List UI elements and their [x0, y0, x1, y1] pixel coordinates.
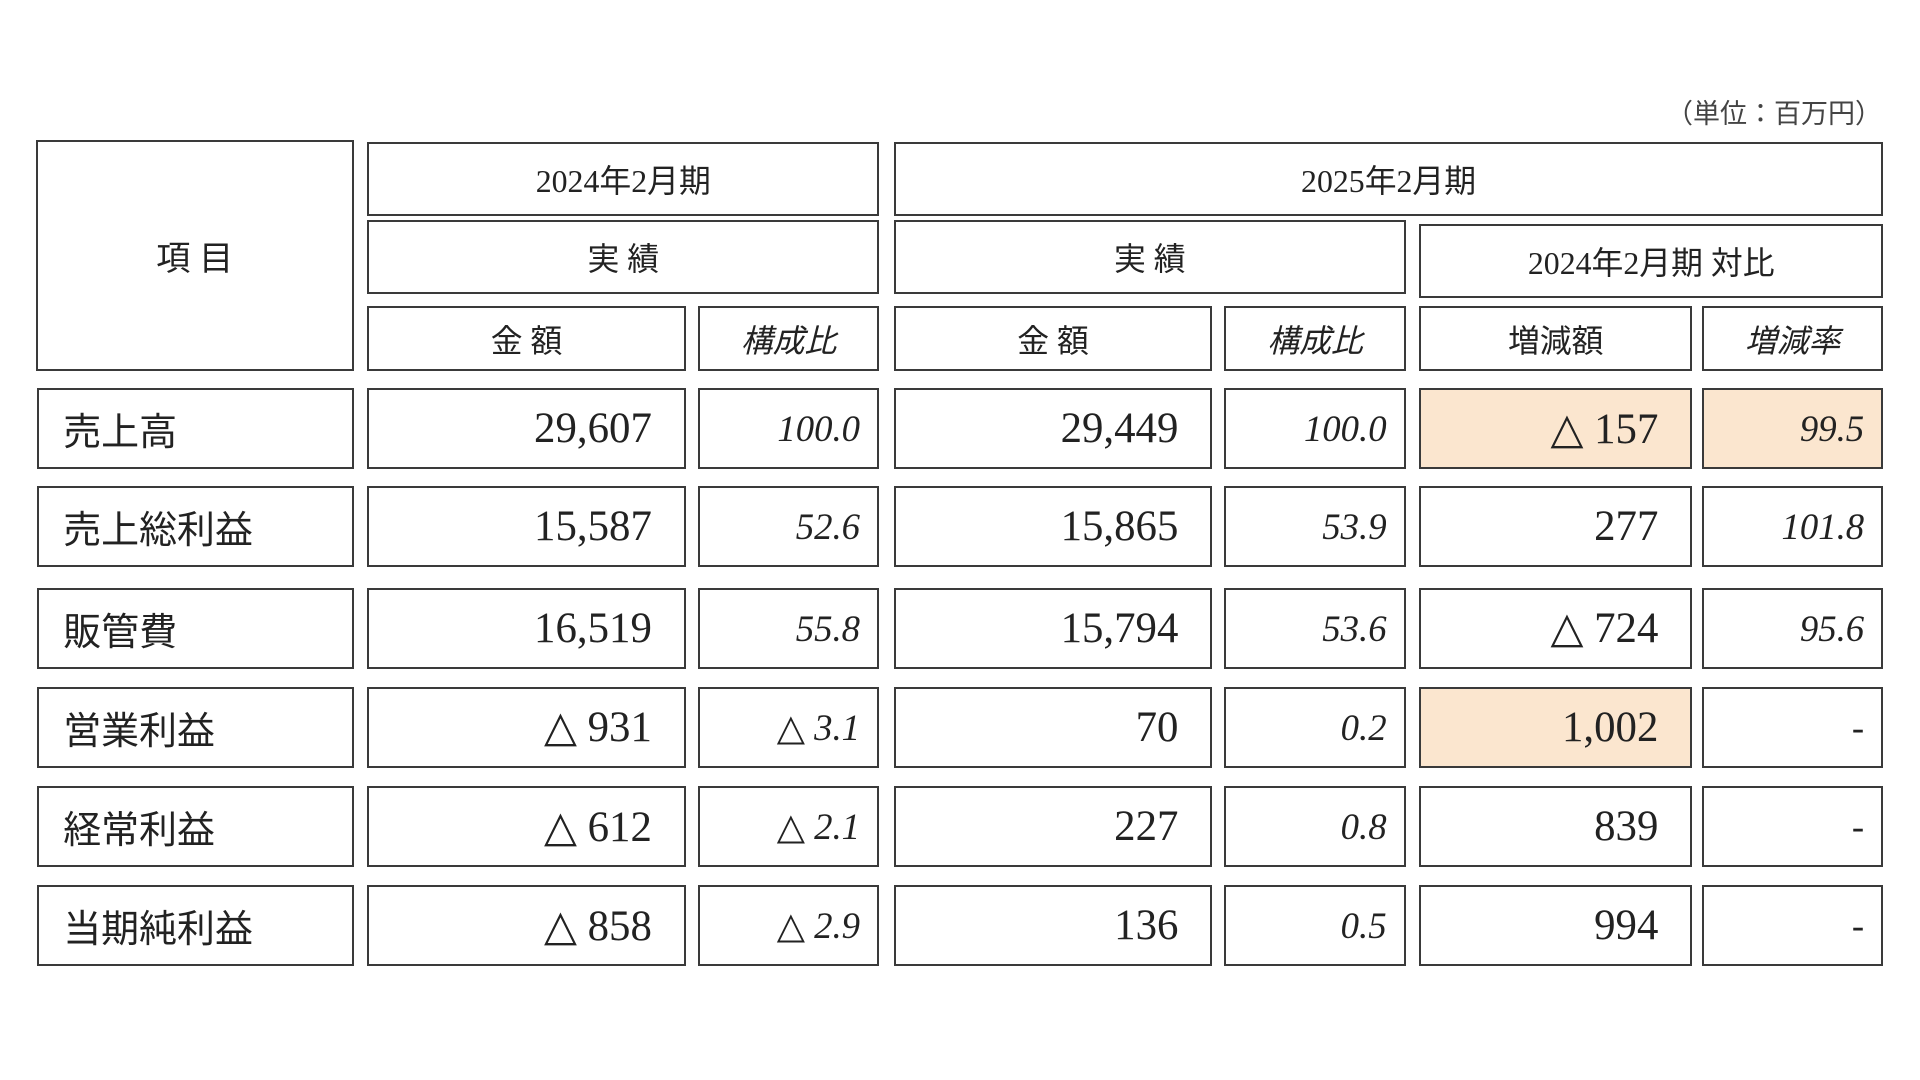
- column-header: 金 額: [367, 306, 686, 371]
- value-cell: 277: [1419, 486, 1693, 567]
- value-cell: 0.5: [1224, 885, 1406, 967]
- value-cell: △ 931: [367, 686, 686, 768]
- value-cell: -: [1702, 786, 1884, 867]
- row-label: 販管費: [36, 587, 354, 669]
- value-cell: 994: [1419, 885, 1693, 967]
- value-cell: 29,449: [893, 388, 1213, 469]
- row-label: 営業利益: [36, 686, 354, 768]
- value-cell: 16,519: [367, 587, 686, 669]
- value-cell: 70: [893, 686, 1213, 768]
- column-header: 増減率: [1702, 306, 1884, 371]
- row-label: 当期純利益: [36, 885, 354, 967]
- value-cell: -: [1702, 885, 1884, 967]
- column-header: 構成比: [697, 306, 880, 371]
- column-header: 構成比: [1224, 306, 1406, 371]
- column-header: 金 額: [893, 306, 1213, 371]
- value-cell: △ 2.1: [697, 786, 880, 867]
- value-cell: 15,794: [893, 587, 1213, 669]
- column-header: 増減額: [1419, 306, 1693, 371]
- value-cell: 53.9: [1224, 486, 1406, 567]
- value-cell: 839: [1419, 786, 1693, 867]
- value-cell: 52.6: [697, 486, 880, 567]
- value-cell: 100.0: [697, 388, 880, 469]
- value-cell: 227: [893, 786, 1213, 867]
- row-label: 売上総利益: [36, 486, 354, 567]
- value-cell: 100.0: [1224, 388, 1406, 469]
- period-header: 2025年2月期: [893, 142, 1884, 216]
- value-cell: △ 858: [367, 885, 686, 967]
- value-cell: 95.6: [1702, 587, 1884, 669]
- value-cell: 29,607: [367, 388, 686, 469]
- value-cell: △ 3.1: [697, 686, 880, 768]
- value-cell: 55.8: [697, 587, 880, 669]
- value-cell: -: [1702, 686, 1884, 768]
- actual-header: 実 績: [893, 220, 1406, 294]
- actual-header: 実 績: [367, 220, 880, 294]
- value-cell: △ 157: [1419, 388, 1693, 469]
- row-label: 売上高: [36, 388, 354, 469]
- period-header: 2024年2月期: [367, 142, 880, 216]
- value-cell: 99.5: [1702, 388, 1884, 469]
- row-label: 経常利益: [36, 786, 354, 867]
- unit-note: （単位：百万円）: [1666, 99, 1882, 129]
- value-cell: △ 2.9: [697, 885, 880, 967]
- value-cell: △ 612: [367, 786, 686, 867]
- comparison-header: 2024年2月期 対比: [1419, 224, 1884, 298]
- value-cell: 53.6: [1224, 587, 1406, 669]
- value-cell: 0.2: [1224, 686, 1406, 768]
- value-cell: 101.8: [1702, 486, 1884, 567]
- value-cell: 15,587: [367, 486, 686, 567]
- value-cell: 1,002: [1419, 686, 1693, 768]
- value-cell: △ 724: [1419, 587, 1693, 669]
- item-header: 項 目: [35, 139, 354, 371]
- value-cell: 15,865: [893, 486, 1213, 567]
- value-cell: 0.8: [1224, 786, 1406, 867]
- value-cell: 136: [893, 885, 1213, 967]
